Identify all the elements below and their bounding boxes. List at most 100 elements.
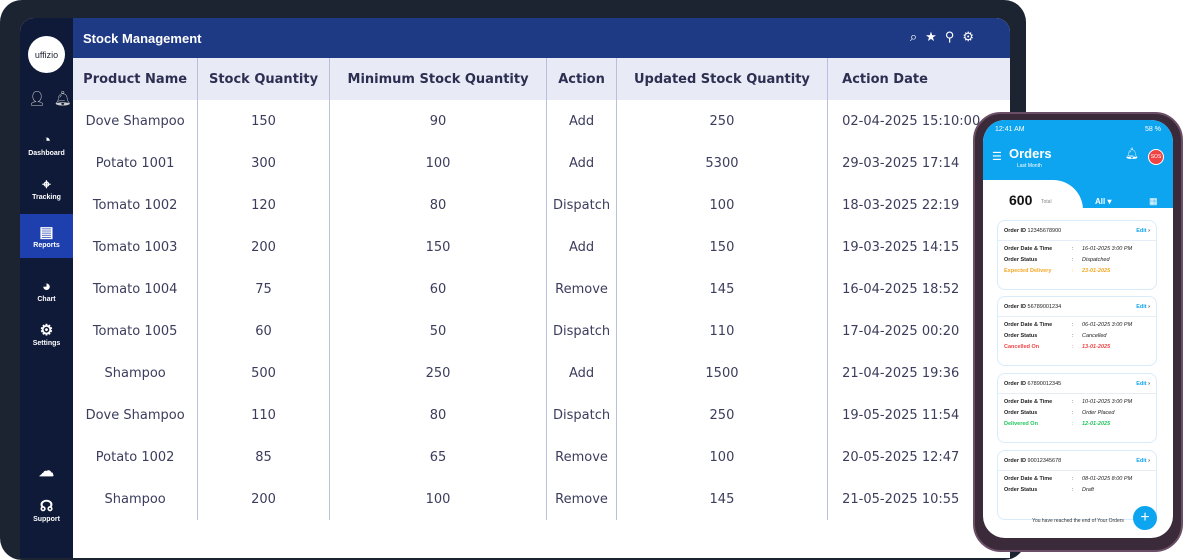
order-date: 10-01-2025 3:00 PM bbox=[1082, 399, 1133, 405]
sidebar-item-dashboard[interactable]: ◔ Dashboard bbox=[28, 131, 65, 157]
table-cell: 150 bbox=[616, 226, 829, 268]
sidebar-item-tracking[interactable]: ⌖ Tracking bbox=[32, 175, 61, 201]
column-header[interactable]: Action bbox=[546, 58, 617, 100]
edit-link[interactable]: Edit bbox=[1136, 381, 1147, 387]
chevron-right-icon[interactable]: › bbox=[1148, 228, 1150, 234]
table-cell: Shampoo bbox=[73, 478, 199, 520]
user-icon[interactable]: 👤︎ bbox=[28, 90, 46, 106]
chevron-right-icon[interactable]: › bbox=[1148, 304, 1150, 310]
orders-period: Last Month bbox=[1017, 163, 1042, 169]
table-cell: Shampoo bbox=[73, 352, 199, 394]
column-header[interactable]: Updated Stock Quantity bbox=[616, 58, 829, 100]
headset-icon: ☊ bbox=[39, 497, 54, 515]
date-label: Order Date & Time bbox=[1004, 476, 1053, 482]
order-card[interactable]: Order ID 56789001234 Edit › Order Date & … bbox=[997, 296, 1157, 366]
sidebar-item-settings[interactable]: ⚙ Settings bbox=[32, 321, 61, 347]
table-row: Shampoo 200 100 Remove 145 21-05-2025 10:55 bbox=[73, 478, 1010, 520]
table-cell: 100 bbox=[329, 142, 548, 184]
table-row: Dove Shampoo 110 80 Dispatch 250 19-05-2025 1… bbox=[73, 394, 1010, 436]
table-cell: 60 bbox=[329, 268, 548, 310]
total-label: Total bbox=[1041, 199, 1052, 205]
table-cell: 80 bbox=[329, 184, 548, 226]
table-cell: 90 bbox=[329, 100, 548, 142]
order-status: Order Placed bbox=[1082, 410, 1115, 416]
table-cell: 50 bbox=[329, 310, 548, 352]
column-header[interactable]: Stock Quantity bbox=[197, 58, 330, 100]
add-order-button[interactable]: + bbox=[1133, 506, 1157, 530]
orders-title: Orders bbox=[1009, 146, 1052, 161]
menu-icon[interactable]: ☰ bbox=[992, 151, 1002, 163]
order-id: 67890012345 bbox=[1027, 381, 1062, 387]
sos-button[interactable]: SOS bbox=[1148, 149, 1164, 165]
order-id-label: Order ID bbox=[1004, 381, 1027, 387]
orders-screen: 12:41 AM 58 % ☰ Orders Last Month 🔔︎ SOS … bbox=[983, 120, 1173, 538]
table-cell: 200 bbox=[197, 478, 330, 520]
order-card[interactable]: Order ID 12345678900 Edit › Order Date & … bbox=[997, 220, 1157, 290]
table-row: Dove Shampoo 150 90 Add 250 02-04-2025 15:10:… bbox=[73, 100, 1010, 142]
date-label: Order Date & Time bbox=[1004, 399, 1053, 405]
download-button[interactable]: ☁ bbox=[20, 450, 73, 494]
table-cell: 18-03-2025 22:19 bbox=[842, 197, 960, 213]
table-cell: 110 bbox=[197, 394, 330, 436]
table-cell: Dispatch bbox=[546, 310, 617, 352]
column-header[interactable]: Action Date bbox=[827, 58, 1010, 100]
order-date: 16-01-2025 3:00 PM bbox=[1082, 246, 1133, 252]
table-cell: 75 bbox=[197, 268, 330, 310]
header: Stock Management ⌕ ★ ⚲ ⚙ bbox=[73, 18, 1010, 58]
chevron-right-icon[interactable]: › bbox=[1148, 458, 1150, 464]
table-cell: 65 bbox=[329, 436, 548, 478]
order-id: 12345678900 bbox=[1027, 228, 1062, 234]
date-label: Order Date & Time bbox=[1004, 246, 1053, 252]
table-cell: Tomato 1002 bbox=[73, 184, 199, 226]
extra-label: Cancelled On bbox=[1004, 344, 1040, 350]
table-cell: 21-05-2025 10:55 bbox=[842, 491, 960, 507]
star-icon[interactable]: ★ bbox=[925, 29, 937, 44]
order-id-label: Order ID bbox=[1004, 304, 1027, 310]
stock-table: Product Name Stock Quantity Minimum Stock … bbox=[73, 58, 1010, 520]
table-row: Potato 1001 300 100 Add 5300 29-03-2025 17:14 bbox=[73, 142, 1010, 184]
status-label: Order Status bbox=[1004, 410, 1038, 416]
sidebar-item-reports[interactable]: ▤ Reports bbox=[20, 214, 73, 258]
filter-dropdown[interactable]: All ▾ bbox=[1095, 197, 1112, 206]
order-card[interactable]: Order ID 90012345678 Edit › Order Date & … bbox=[997, 450, 1157, 520]
table-cell: 120 bbox=[197, 184, 330, 226]
table-cell: 100 bbox=[616, 436, 829, 478]
table-cell: Dispatch bbox=[546, 394, 617, 436]
chevron-right-icon[interactable]: › bbox=[1148, 381, 1150, 387]
laptop-frame: uffizio 👤︎ 🔔︎ ◔ Dashboard ⌖ Tracking ▤ Repor… bbox=[0, 0, 1026, 560]
gear-icon[interactable]: ⚙ bbox=[962, 29, 974, 44]
table-cell: 17-04-2025 00:20 bbox=[842, 323, 960, 339]
table-cell: 21-04-2025 19:36 bbox=[842, 365, 960, 381]
sidebar-item-chart[interactable]: ◕ Chart bbox=[37, 277, 56, 303]
extra-label: Expected Delivery bbox=[1004, 268, 1052, 274]
table-row: Tomato 1003 200 150 Add 150 19-03-2025 14:15 bbox=[73, 226, 1010, 268]
search-icon[interactable]: ⌕ bbox=[909, 29, 918, 44]
table-cell: 250 bbox=[616, 100, 829, 142]
table-cell: Remove bbox=[546, 478, 617, 520]
pin-icon[interactable]: ⚲ bbox=[944, 29, 955, 44]
table-cell: Dispatch bbox=[546, 184, 617, 226]
pie-chart-icon: ◕ bbox=[41, 277, 52, 295]
notification-bell-icon[interactable]: 🔔︎ bbox=[1125, 148, 1139, 160]
edit-link[interactable]: Edit bbox=[1136, 228, 1147, 234]
order-card[interactable]: Order ID 67890012345 Edit › Order Date & … bbox=[997, 373, 1157, 443]
bell-icon[interactable]: 🔔︎ bbox=[53, 90, 72, 106]
total-count: 600 bbox=[1009, 192, 1033, 208]
column-header[interactable]: Product Name bbox=[73, 58, 199, 100]
table-cell: Tomato 1003 bbox=[73, 226, 199, 268]
report-icon: ▤ bbox=[39, 223, 54, 241]
sidebar-item-support[interactable]: ☊ Support bbox=[33, 497, 60, 523]
table-cell: 250 bbox=[616, 394, 829, 436]
table-cell: 85 bbox=[197, 436, 330, 478]
table-cell: 29-03-2025 17:14 bbox=[842, 155, 960, 171]
calendar-icon[interactable]: ▦ bbox=[1149, 196, 1158, 206]
table-cell: Potato 1001 bbox=[73, 142, 199, 184]
edit-link[interactable]: Edit bbox=[1136, 304, 1147, 310]
edit-link[interactable]: Edit bbox=[1136, 458, 1147, 464]
table-cell: Remove bbox=[546, 436, 617, 478]
cloud-download-icon: ☁ bbox=[39, 463, 54, 480]
table-cell: 20-05-2025 12:47 bbox=[842, 449, 960, 465]
column-header[interactable]: Minimum Stock Quantity bbox=[329, 58, 548, 100]
logo: uffizio bbox=[28, 36, 65, 73]
order-id: 90012345678 bbox=[1027, 458, 1062, 464]
